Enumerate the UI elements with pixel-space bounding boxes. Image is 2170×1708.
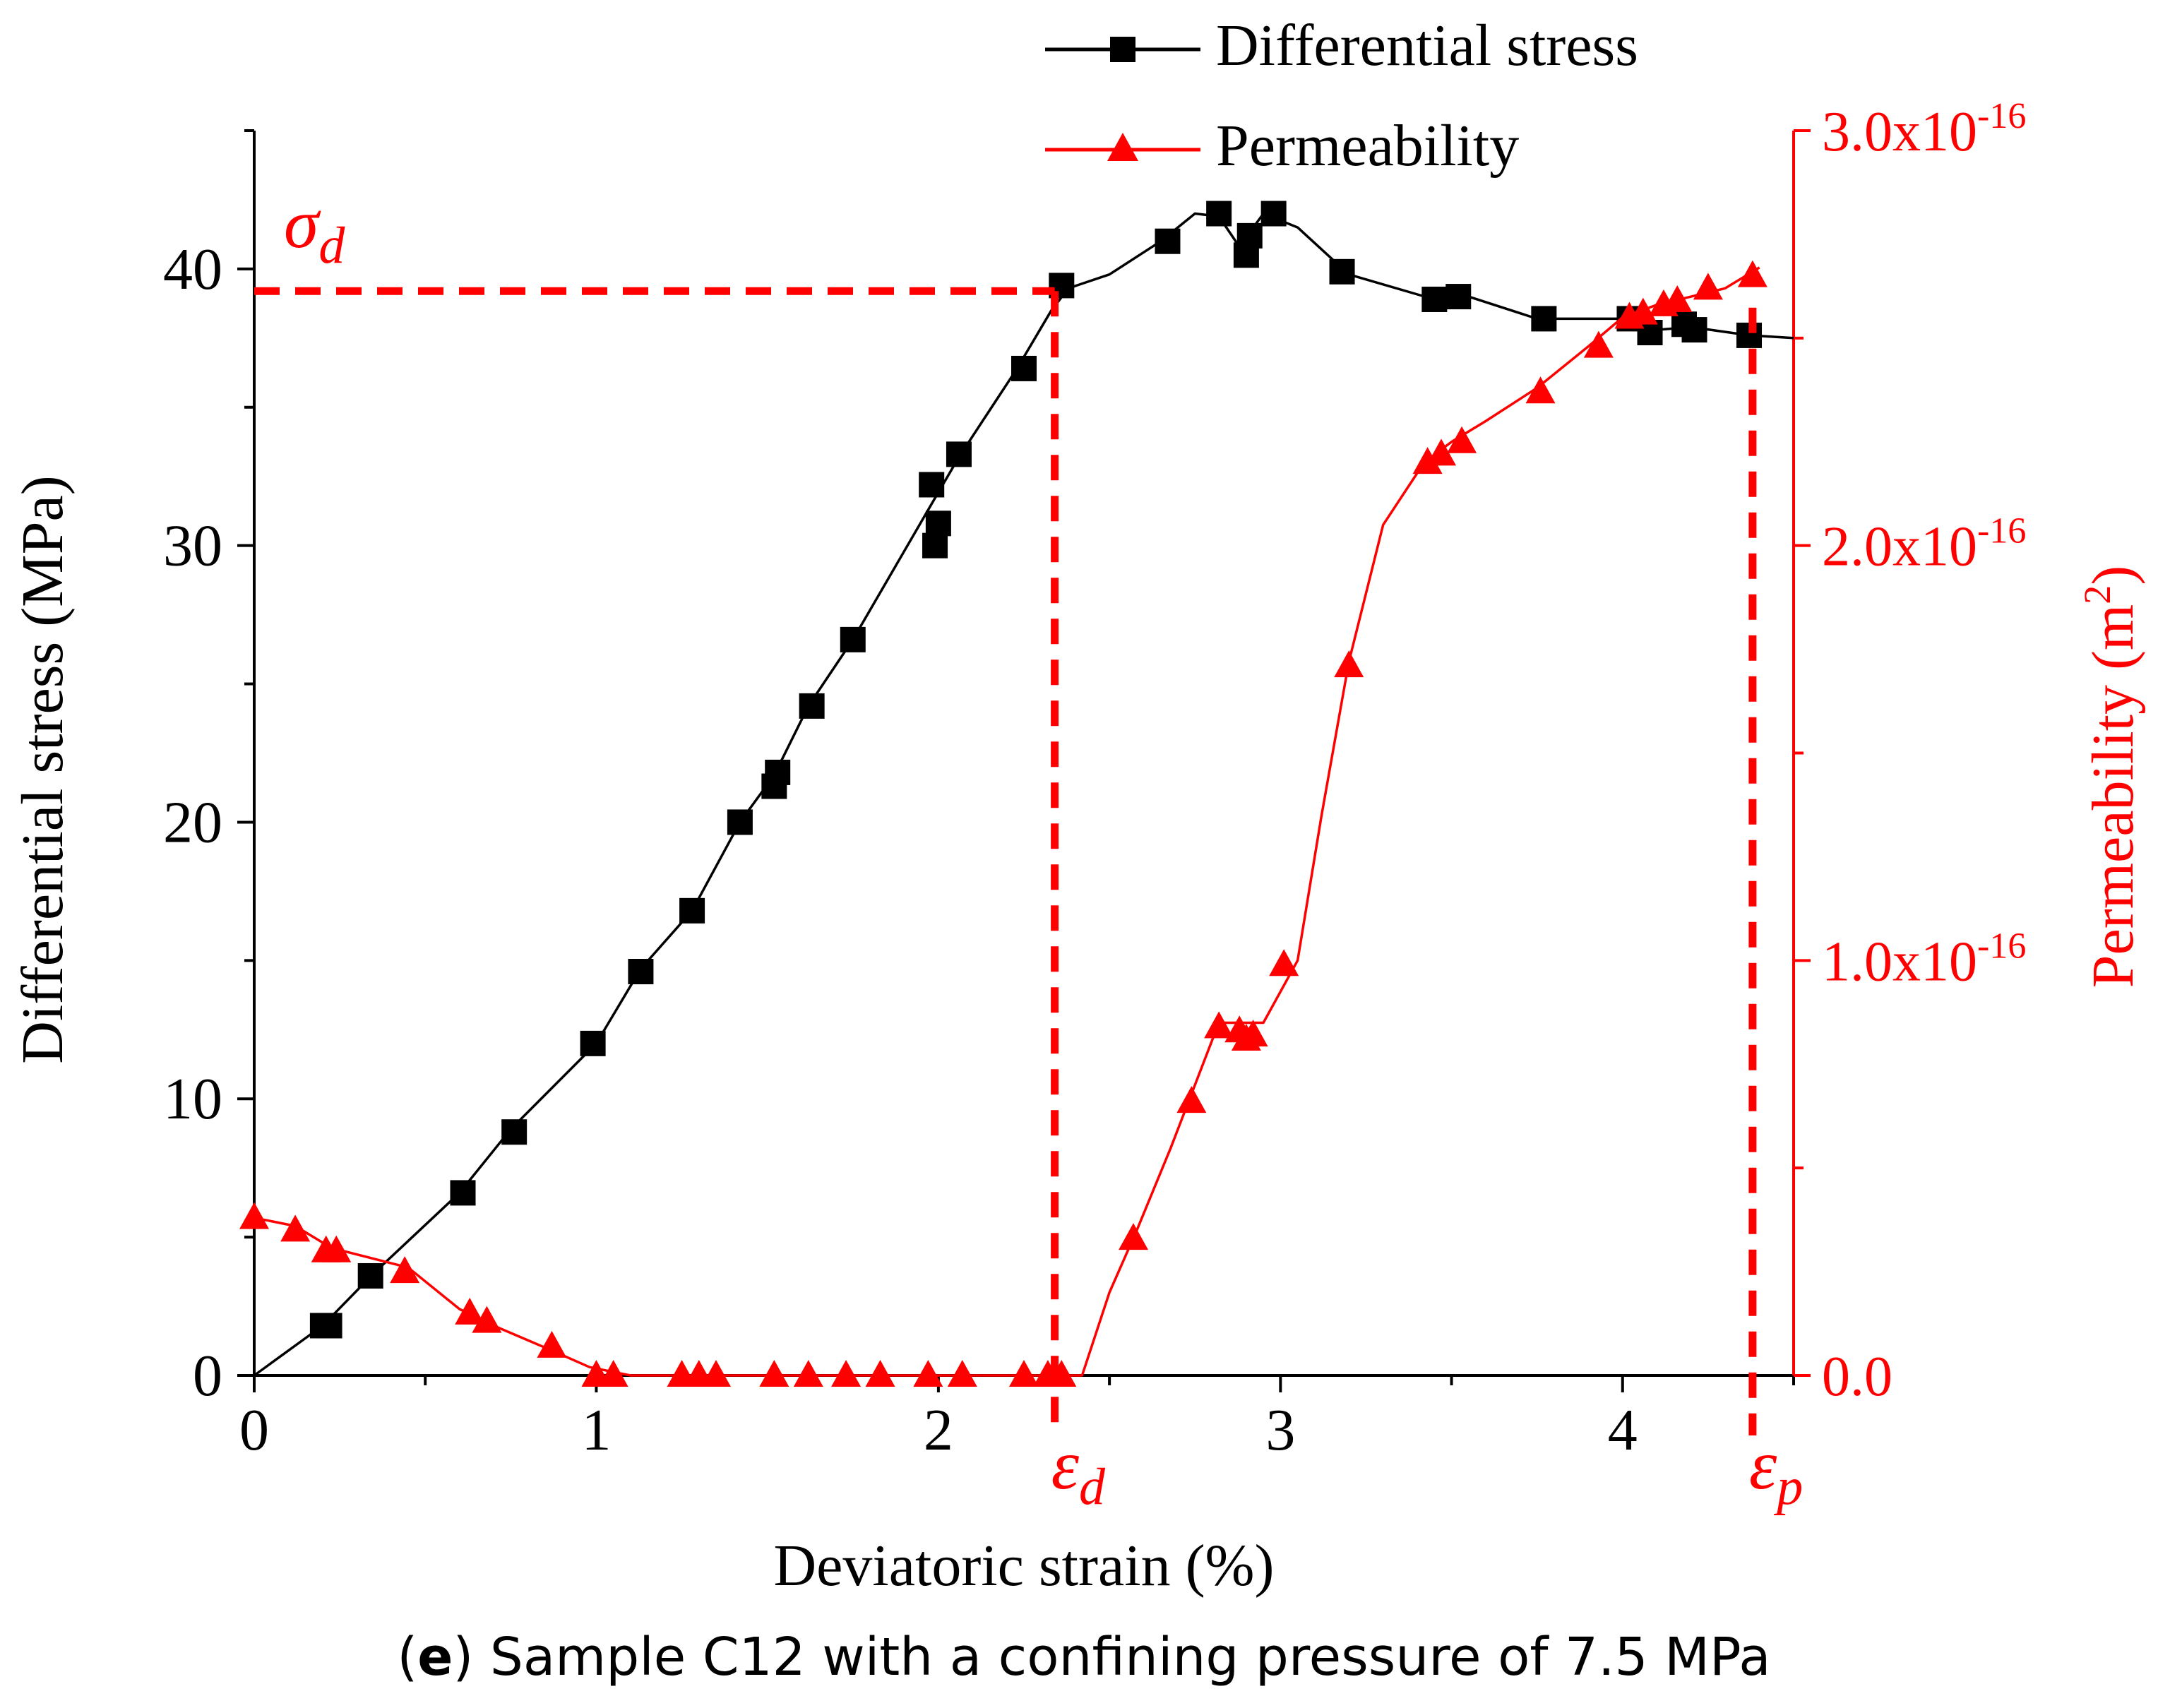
permeability-marker	[1447, 426, 1477, 453]
stress-marker	[628, 959, 654, 985]
stress-line	[253, 212, 1794, 1377]
series-layer	[239, 201, 1794, 1387]
permeability-marker	[1426, 438, 1457, 466]
permeability-marker	[1176, 1086, 1207, 1113]
stress-marker	[501, 1119, 527, 1145]
permeability-marker	[537, 1330, 567, 1358]
y-tick-label: 0	[193, 1343, 222, 1409]
stress-marker	[727, 809, 753, 835]
permeability-marker	[701, 1360, 731, 1387]
stress-marker	[1206, 201, 1232, 227]
stress-marker	[799, 693, 825, 719]
legend-permeability-marker	[1107, 133, 1138, 161]
y-tick-label: 30	[163, 513, 222, 579]
permeability-marker	[831, 1360, 862, 1387]
y2-tick-label: 3.0x10-16	[1822, 96, 2026, 163]
y2-tick-label: 1.0x10-16	[1822, 926, 2026, 993]
x-axis-title: Deviatoric strain (%)	[773, 1533, 1274, 1599]
permeability-marker	[1334, 650, 1364, 678]
stress-marker	[450, 1180, 476, 1206]
stress-marker	[1681, 317, 1707, 343]
legend-stress-label: Differential stress	[1216, 13, 1638, 78]
permeability-marker	[1525, 376, 1556, 404]
epsilon-p-label: εp	[1749, 1426, 1803, 1516]
permeability-marker	[1628, 297, 1658, 325]
y2-axis-title: Permeability (m2)	[2076, 566, 2146, 989]
x-tick-label: 2	[924, 1397, 953, 1463]
figure-caption: (e) Sample C12 with a confining pressure…	[397, 1627, 1770, 1688]
permeability-marker	[598, 1360, 628, 1387]
stress-marker	[580, 1030, 606, 1056]
stress-marker	[357, 1262, 383, 1289]
permeability-marker	[1204, 1011, 1234, 1039]
permeability-marker	[280, 1214, 311, 1242]
permeability-marker	[472, 1306, 502, 1333]
x-tick-label: 1	[581, 1397, 611, 1463]
stress-marker	[919, 472, 945, 498]
legend-stress-marker	[1110, 37, 1135, 62]
permeability-marker	[455, 1297, 485, 1325]
y-axis-title: Differential stress (MPa)	[10, 475, 76, 1064]
x-tick-label: 4	[1608, 1397, 1638, 1463]
permeability-marker	[390, 1256, 420, 1284]
permeability-marker	[947, 1360, 977, 1387]
sigma-d-label: σd	[284, 184, 345, 275]
axes: 0 1 2 3 40102030400.01.0x10-162.0x10-163.0x1…	[163, 96, 2026, 1463]
stress-marker	[840, 626, 866, 652]
permeability-line	[254, 266, 1760, 1377]
epsilon-d-label: εd	[1051, 1426, 1106, 1516]
permeability-marker	[759, 1360, 789, 1387]
y-tick-label: 40	[163, 237, 222, 302]
x-tick-label: 0	[239, 1397, 269, 1463]
y-tick-label: 10	[163, 1066, 222, 1132]
permeability-marker	[793, 1360, 823, 1387]
stress-marker	[679, 897, 705, 924]
permeability-marker	[1009, 1360, 1039, 1387]
permeability-marker	[1737, 260, 1767, 287]
permeability-marker	[1583, 330, 1614, 358]
permeability-marker	[1119, 1223, 1149, 1250]
permeability-marker	[1412, 447, 1443, 474]
y2-tick-label: 0.0	[1822, 1346, 1892, 1408]
permeability-marker	[1693, 273, 1723, 300]
legend: Differential stress Permeability	[1045, 13, 1638, 179]
permeability-marker	[1238, 1020, 1268, 1047]
permeability-marker	[913, 1360, 943, 1387]
stress-marker	[1236, 222, 1263, 249]
stress-marker	[922, 532, 948, 559]
permeability-marker	[1662, 285, 1693, 312]
stress-marker	[1155, 228, 1181, 254]
y-tick-label: 20	[163, 789, 222, 855]
stress-marker	[1531, 306, 1557, 332]
annotation-layer: σd εd εp	[254, 184, 1803, 1516]
y2-tick-label: 2.0x10-16	[1822, 511, 2026, 578]
stress-marker	[1445, 284, 1472, 310]
stress-marker	[1011, 355, 1037, 381]
stress-marker	[1329, 258, 1355, 285]
legend-permeability-label: Permeability	[1216, 113, 1519, 179]
permeability-marker	[321, 1235, 352, 1262]
stress-marker	[765, 759, 791, 785]
x-tick-label: 3	[1265, 1397, 1295, 1463]
permeability-marker	[239, 1202, 269, 1229]
stress-marker	[1421, 286, 1448, 312]
stress-marker	[1260, 201, 1287, 227]
stress-marker	[946, 441, 972, 467]
permeability-marker	[1269, 949, 1299, 977]
stress-marker	[925, 510, 951, 537]
stress-marker	[316, 1313, 342, 1339]
permeability-marker	[865, 1360, 895, 1387]
